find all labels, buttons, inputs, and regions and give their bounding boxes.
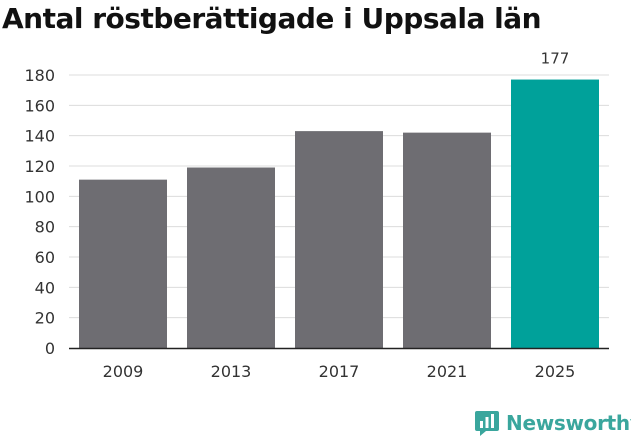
x-tick-label: 2013: [211, 362, 252, 381]
bar: [511, 79, 599, 349]
y-tick-label: 60: [35, 248, 55, 267]
y-tick-label: 120: [24, 157, 55, 176]
newsworthy-logo-icon: [475, 411, 499, 436]
bar: [187, 167, 275, 348]
chart-title: Antal röstberättigade i Uppsala län: [2, 2, 542, 35]
data-label: 177: [541, 50, 570, 68]
y-axis-tick-labels: 0 20 40 60 80 100 120 140 160 180: [24, 66, 55, 358]
x-tick-label: 2017: [319, 362, 360, 381]
brand-name: Newsworthy: [506, 411, 631, 435]
y-tick-label: 40: [35, 278, 55, 297]
bars: [79, 79, 599, 349]
y-tick-label: 0: [45, 339, 55, 358]
y-tick-label: 80: [35, 218, 55, 237]
bar: [79, 179, 167, 348]
bar: [295, 131, 383, 348]
y-tick-label: 140: [24, 127, 55, 146]
x-tick-label: 2025: [535, 362, 576, 381]
y-tick-label: 20: [35, 309, 55, 328]
x-axis-tick-labels: 2009 2013 2017 2021 2025: [103, 362, 576, 381]
y-tick-label: 180: [24, 66, 55, 85]
y-tick-label: 100: [24, 187, 55, 206]
brand-logo: Newsworthy: [474, 406, 631, 440]
data-labels: 177: [541, 50, 570, 68]
y-tick-label: 160: [24, 96, 55, 115]
x-tick-label: 2009: [103, 362, 144, 381]
x-tick-label: 2021: [427, 362, 468, 381]
bar: [403, 132, 491, 348]
